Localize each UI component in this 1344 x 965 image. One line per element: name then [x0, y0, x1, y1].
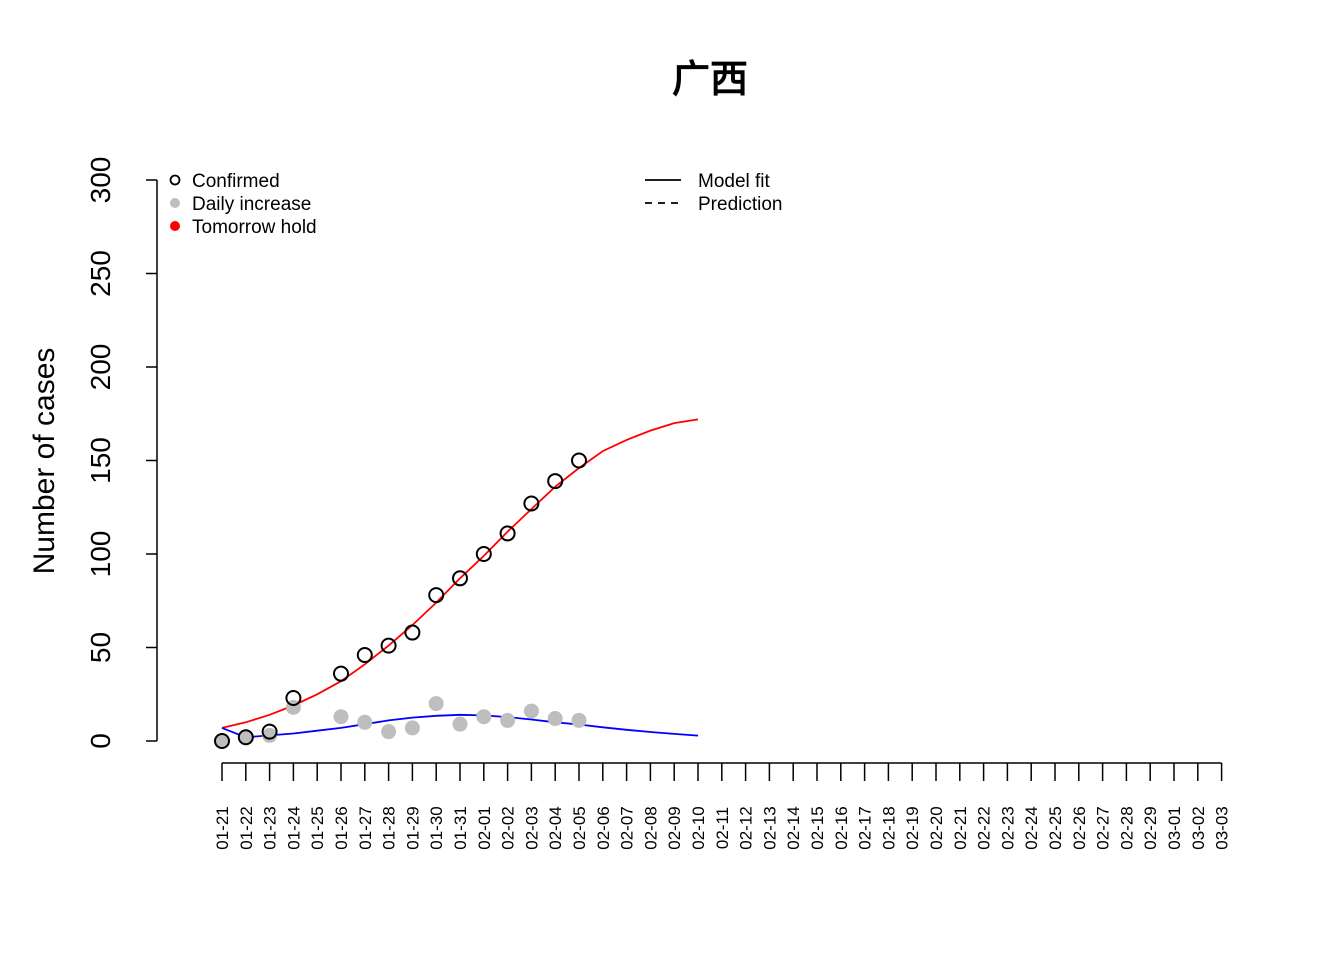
x-tick-label: 02-09	[665, 806, 684, 849]
legend-marker	[169, 174, 181, 186]
x-tick-label: 03-03	[1213, 806, 1232, 849]
y-tick-label: 300	[85, 157, 116, 204]
x-tick-label: 01-27	[356, 806, 375, 849]
daily-increase-point	[547, 711, 563, 727]
confirmed-point	[475, 546, 492, 562]
legend-marker	[170, 221, 180, 231]
daily-increase-point	[523, 703, 539, 719]
x-tick-label: 02-28	[1117, 806, 1136, 849]
x-tick-label: 01-22	[237, 806, 256, 849]
x-tick-label: 02-18	[879, 806, 898, 849]
legend-label: Model fit	[698, 171, 771, 192]
confirmed-point	[285, 689, 302, 706]
x-tick-label: 02-02	[499, 806, 518, 849]
confirmed-point	[380, 637, 397, 654]
x-tick-label: 02-27	[1094, 806, 1113, 849]
x-tick-label: 01-28	[380, 806, 399, 849]
confirmed-point	[571, 452, 587, 469]
x-tick-label: 01-26	[332, 806, 351, 849]
series-points	[214, 452, 587, 749]
x-tick-label: 02-26	[1070, 806, 1089, 849]
daily-increase-point	[238, 729, 254, 745]
x-tick-label: 01-24	[284, 806, 303, 849]
confirmed-point	[404, 624, 421, 641]
daily-increase-point	[404, 720, 420, 736]
legend-label: Confirmed	[192, 171, 280, 192]
legend-marker	[170, 198, 180, 208]
x-tick-label: 02-12	[737, 806, 756, 849]
x-tick-label: 02-15	[808, 806, 827, 849]
legend-label: Prediction	[698, 194, 783, 215]
x-tick-label: 01-29	[403, 806, 422, 849]
legend-label: Daily increase	[192, 194, 311, 215]
series-line	[221, 418, 699, 729]
x-tick-label: 02-08	[641, 806, 660, 849]
confirmed-point	[452, 570, 468, 587]
y-tick-label: 150	[85, 437, 116, 484]
x-tick-label: 02-03	[522, 806, 541, 849]
y-tick-label: 100	[85, 531, 116, 578]
x-tick-label: 02-06	[594, 806, 613, 849]
x-tick-label: 02-19	[903, 806, 922, 849]
x-axis: 01-21 01-22 01-23 01-24 01-25 01-26 01-27 01-28…	[213, 762, 1232, 850]
daily-increase-point	[452, 716, 468, 732]
x-tick-label: 02-23	[998, 806, 1017, 849]
x-tick-label: 02-22	[975, 806, 994, 849]
x-tick-label: 02-17	[856, 806, 875, 849]
confirmed-point	[499, 525, 516, 542]
y-tick-label: 200	[85, 344, 116, 391]
confirmed-point	[428, 587, 445, 604]
x-tick-label: 02-14	[784, 806, 803, 849]
x-tick-label: 02-11	[713, 807, 732, 849]
y-tick-label: 250	[85, 250, 116, 297]
legend-label: Tomorrow hold	[192, 217, 317, 238]
x-tick-label: 01-25	[308, 806, 327, 849]
x-tick-label: 02-13	[760, 806, 779, 849]
x-tick-label: 01-21	[213, 806, 232, 849]
x-tick-label: 02-25	[1046, 806, 1065, 849]
daily-increase-point	[262, 727, 278, 743]
daily-increase-point	[571, 712, 587, 728]
confirmed-point	[356, 646, 373, 663]
x-tick-label: 02-10	[689, 806, 708, 849]
series-line	[221, 713, 699, 739]
x-tick-label: 02-05	[570, 806, 589, 849]
y-axis: 0 50 100 150 200 250 300	[85, 157, 158, 749]
daily-increase-point	[357, 714, 373, 730]
y-tick-label: 50	[85, 632, 116, 663]
x-tick-label: 03-02	[1189, 806, 1208, 849]
x-tick-label: 02-24	[1022, 806, 1041, 849]
confirmed-point	[237, 729, 254, 746]
y-axis-label: Number of cases	[28, 348, 61, 575]
confirmed-point	[523, 495, 540, 512]
x-tick-label: 02-29	[1141, 806, 1160, 849]
y-tick-label: 0	[85, 733, 116, 749]
x-tick-label: 02-01	[475, 806, 494, 849]
daily-increase-point	[381, 724, 397, 740]
series-lines	[221, 418, 699, 739]
daily-increase-point	[214, 733, 230, 749]
x-tick-label: 02-16	[832, 806, 851, 849]
daily-increase-point	[333, 709, 349, 725]
x-tick-label: 01-30	[427, 806, 446, 849]
x-tick-label: 01-31	[451, 806, 470, 849]
confirmed-point	[547, 473, 564, 490]
daily-increase-point	[500, 712, 516, 728]
x-tick-label: 02-04	[546, 806, 565, 849]
x-tick-label: 02-21	[951, 806, 970, 849]
x-tick-label: 03-01	[1165, 806, 1184, 849]
x-tick-label: 02-07	[618, 806, 637, 849]
confirmed-point	[333, 665, 349, 682]
confirmed-point	[261, 723, 278, 740]
daily-increase-point	[428, 696, 444, 712]
confirmed-point	[214, 733, 230, 749]
chart-title: 广西	[672, 59, 748, 101]
x-tick-label: 01-23	[261, 806, 280, 849]
x-tick-label: 02-20	[927, 806, 946, 849]
daily-increase-point	[476, 709, 492, 725]
